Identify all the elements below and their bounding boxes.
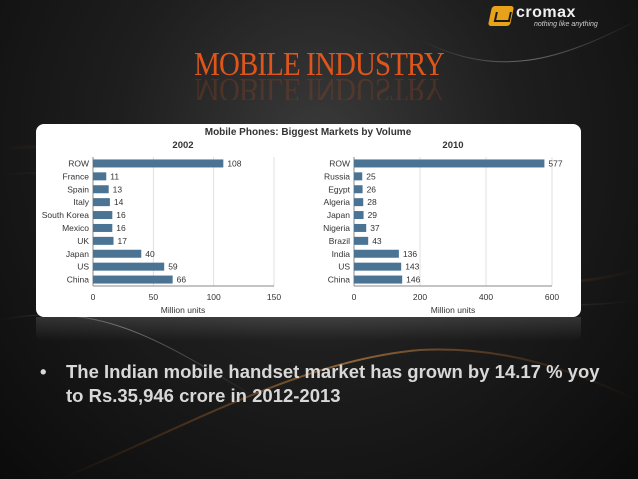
chart-subtitle: 2010 <box>442 140 463 151</box>
category-label: ROW <box>68 158 89 168</box>
chart-title: Mobile Phones: Biggest Markets by Volume <box>205 127 412 138</box>
bullet-text: The Indian mobile handset market has gro… <box>66 361 600 406</box>
category-label: Mexico <box>62 223 89 233</box>
bar <box>354 249 399 258</box>
category-label: Brazil <box>329 236 350 246</box>
bar <box>354 185 363 194</box>
bar <box>93 275 173 284</box>
chart-svg: Mobile Phones: Biggest Markets by Volume… <box>42 127 563 315</box>
data-label: 40 <box>145 249 155 259</box>
bar <box>354 262 402 271</box>
category-label: France <box>63 171 90 181</box>
bar <box>354 159 545 168</box>
category-label: Italy <box>73 197 89 207</box>
data-label: 59 <box>168 262 178 272</box>
category-label: Egypt <box>328 184 350 194</box>
data-label: 28 <box>367 197 377 207</box>
data-label: 66 <box>177 275 187 285</box>
data-label: 17 <box>118 236 128 246</box>
bar <box>354 275 403 284</box>
data-label: 143 <box>405 262 419 272</box>
data-label: 16 <box>116 223 126 233</box>
bar <box>354 236 369 245</box>
chart-2002: 2002 0 50 100 150 Million units ROW 108 France 11… <box>42 140 282 315</box>
x-tick-label: 0 <box>91 292 96 302</box>
bar <box>93 172 107 181</box>
category-label: Japan <box>327 210 350 220</box>
data-label: 25 <box>366 171 376 181</box>
bar <box>93 223 113 232</box>
chart-panel-reflection <box>36 317 581 341</box>
bar <box>354 211 364 220</box>
x-tick-label: 600 <box>545 292 559 302</box>
bar <box>93 159 224 168</box>
category-label: India <box>332 249 351 259</box>
data-label: 146 <box>406 275 420 285</box>
bullet-marker: • <box>40 361 47 382</box>
bar <box>354 223 367 232</box>
bar <box>93 236 114 245</box>
bar <box>93 198 110 207</box>
category-label: UK <box>77 236 89 246</box>
category-label: China <box>328 275 350 285</box>
x-axis-label: Million units <box>161 305 205 315</box>
x-tick-label: 400 <box>479 292 493 302</box>
data-label: 29 <box>368 210 378 220</box>
x-tick-label: 150 <box>267 292 281 302</box>
category-label: China <box>67 275 89 285</box>
category-label: Russia <box>324 171 350 181</box>
x-tick-label: 100 <box>207 292 221 302</box>
category-label: Nigeria <box>323 223 350 233</box>
data-label: 43 <box>372 236 382 246</box>
category-label: Spain <box>67 184 89 194</box>
bar <box>354 198 364 207</box>
data-label: 14 <box>114 197 124 207</box>
slide-title: MOBILE INDUSTRY <box>194 46 445 83</box>
data-label: 13 <box>113 184 123 194</box>
data-label: 37 <box>370 223 380 233</box>
x-tick-label: 0 <box>352 292 357 302</box>
brand-logo: cromax nothing like anything <box>487 2 630 32</box>
x-axis-label: Million units <box>431 305 475 315</box>
category-label: Algeria <box>324 197 351 207</box>
x-tick-label: 50 <box>149 292 159 302</box>
chart-panel: Mobile Phones: Biggest Markets by Volume… <box>36 124 581 317</box>
category-label: US <box>77 262 89 272</box>
x-tick-label: 200 <box>413 292 427 302</box>
chart-subtitle: 2002 <box>172 140 193 151</box>
category-label: Japan <box>66 249 89 259</box>
data-label: 16 <box>116 210 126 220</box>
category-label: South Korea <box>42 210 90 220</box>
bar <box>93 185 109 194</box>
category-label: US <box>338 262 350 272</box>
bar <box>93 249 142 258</box>
logo-mark-icon <box>487 6 515 26</box>
bar <box>354 172 363 181</box>
logo-wordmark: cromax <box>516 4 576 21</box>
data-label: 577 <box>548 158 562 168</box>
category-label: ROW <box>329 158 350 168</box>
bar <box>93 211 113 220</box>
chart-2010: 2010 0 200 400 600 Million units ROW 577 Russia 2… <box>323 140 563 315</box>
slide-title-reflection: MOBILE INDUSTRY <box>194 78 444 100</box>
data-label: 11 <box>110 171 119 181</box>
data-label: 136 <box>403 249 417 259</box>
logo-tagline: nothing like anything <box>534 21 598 28</box>
data-label: 108 <box>227 158 241 168</box>
bar <box>93 262 165 271</box>
data-label: 26 <box>367 184 377 194</box>
